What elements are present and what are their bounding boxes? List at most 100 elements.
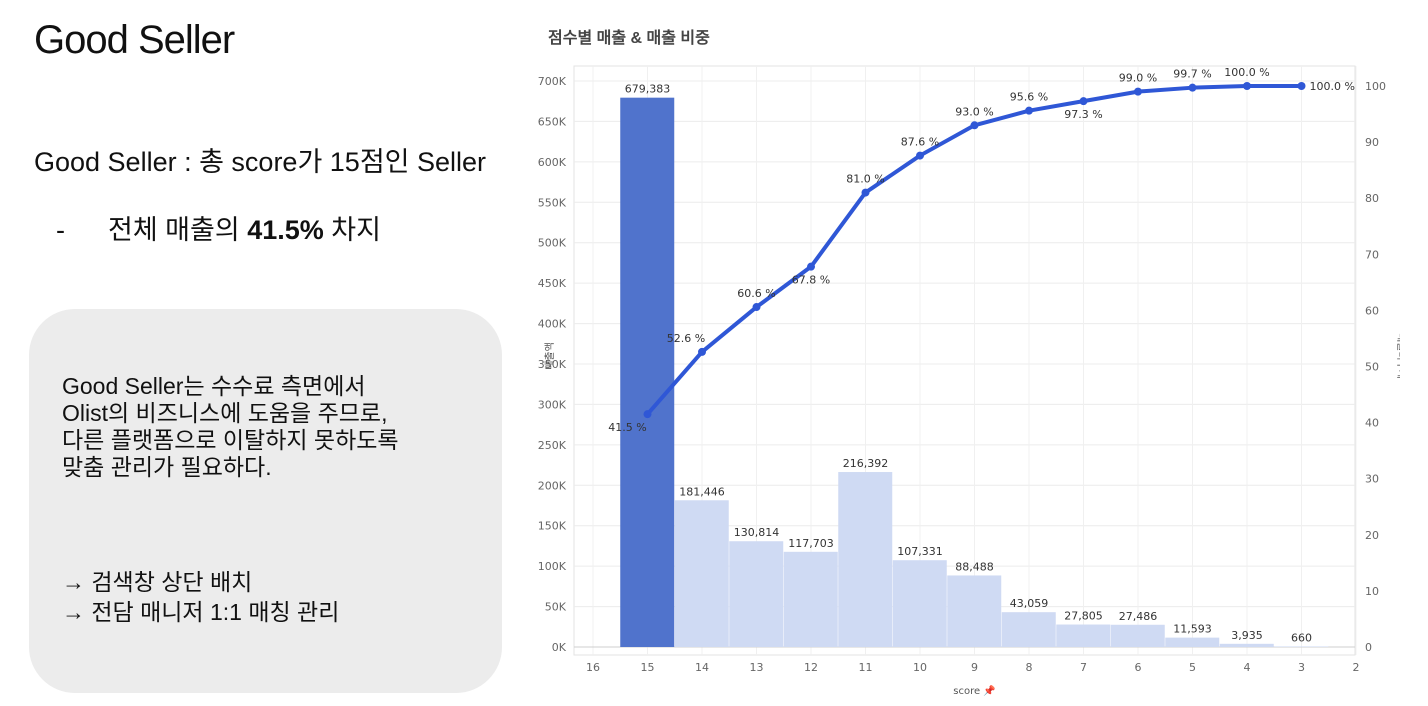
y-tick-label: 0K <box>552 641 567 654</box>
bar <box>838 472 893 647</box>
line-point <box>1079 97 1088 106</box>
line-point <box>916 151 924 160</box>
line-value-label: 99.7 % <box>1173 68 1211 81</box>
action-item: → 전담 매니저 1:1 매칭 관리 <box>62 599 340 625</box>
bar <box>729 541 784 647</box>
bar <box>674 500 729 647</box>
bar <box>1219 643 1274 647</box>
bar-value-label: 679,383 <box>625 83 671 96</box>
x-tick-label: 14 <box>695 661 709 674</box>
line-value-label: 100.0 % <box>1224 66 1269 79</box>
x-tick-label: 16 <box>586 661 600 674</box>
note-text: Good Seller는 수수료 측면에서 Olist의 비즈니스에 도움을 주… <box>62 373 399 481</box>
note-line: Olist의 비즈니스에 도움을 주므로, <box>62 400 388 426</box>
x-tick-label: 6 <box>1135 661 1142 674</box>
line-value-label: 41.5 % <box>608 421 646 434</box>
x-tick-label: 5 <box>1189 661 1196 674</box>
y2-tick-label: 100 <box>1365 80 1386 93</box>
x-tick-label: 8 <box>1026 661 1033 674</box>
bar-value-label: 130,814 <box>734 526 780 539</box>
y-tick-label: 650K <box>538 115 567 128</box>
note-line: 다른 플랫폼으로 이탈하지 못하도록 <box>62 427 399 453</box>
y2-tick-label: 60 <box>1365 304 1379 317</box>
y2-tick-label: 20 <box>1365 529 1379 542</box>
bullet-prefix: 전체 매출의 <box>108 215 248 245</box>
chart-title: 점수별 매출 & 매출 비중 <box>548 30 710 47</box>
y-tick-label: 700K <box>538 75 567 88</box>
bar <box>1056 624 1111 647</box>
bar-value-label: 27,486 <box>1119 610 1158 623</box>
x-tick-label: 10 <box>913 661 927 674</box>
x-tick-label: 4 <box>1244 661 1251 674</box>
bar <box>620 97 675 648</box>
action-item: → 검색창 상단 배치 <box>62 569 253 595</box>
bar-value-label: 3,935 <box>1231 629 1263 642</box>
page-title: Good Seller <box>34 18 235 62</box>
y-tick-label: 550K <box>538 196 567 209</box>
bar <box>1001 612 1056 647</box>
bar <box>1110 624 1165 647</box>
line-value-label: 97.3 % <box>1064 108 1102 121</box>
y-tick-label: 500K <box>538 237 567 250</box>
y2-tick-label: 50 <box>1365 361 1379 374</box>
line-value-label: 95.6 % <box>1010 91 1048 104</box>
line-point <box>698 347 706 356</box>
note-line: 맞춤 관리가 필요하다. <box>62 454 272 480</box>
line-point <box>1188 83 1197 92</box>
action-list: → 검색창 상단 배치 → 전담 매니저 1:1 매칭 관리 <box>62 567 339 627</box>
bar-value-label: 43,059 <box>1010 597 1049 610</box>
line-value-label: 87.6 % <box>901 136 939 149</box>
line-point <box>1134 87 1142 96</box>
good-seller-definition: Good Seller : 총 score가 15점인 Seller <box>34 147 487 177</box>
x-tick-label: 13 <box>750 661 764 674</box>
y2-axis-title: 매출비누계 <box>1395 333 1400 379</box>
line-value-label: 100.0 % <box>1310 80 1355 93</box>
bar-value-label: 117,703 <box>788 537 834 550</box>
line-point <box>970 121 979 130</box>
bullet-suffix: 차지 <box>323 215 381 245</box>
y-tick-label: 100K <box>538 560 567 573</box>
line-value-label: 93.0 % <box>955 105 993 118</box>
line-point <box>643 410 652 419</box>
y2-tick-label: 30 <box>1365 473 1379 486</box>
line-point <box>1025 106 1033 115</box>
y-tick-label: 450K <box>538 277 567 290</box>
y-tick-label: 350K <box>538 358 567 371</box>
y-tick-label: 300K <box>538 398 567 411</box>
x-tick-label: 3 <box>1298 661 1305 674</box>
bar-value-label: 11,593 <box>1173 623 1212 636</box>
bar <box>783 551 838 647</box>
line-point <box>861 188 870 197</box>
x-tick-label: 12 <box>804 661 818 674</box>
y2-tick-label: 70 <box>1365 248 1379 261</box>
bar <box>1165 637 1220 647</box>
x-tick-label: 7 <box>1080 661 1087 674</box>
y-tick-label: 200K <box>538 479 567 492</box>
bullet-highlight: 41.5% <box>247 215 324 245</box>
line-point <box>1243 82 1251 90</box>
y-tick-label: 150K <box>538 520 567 533</box>
bar-value-label: 216,392 <box>843 457 889 470</box>
y2-tick-label: 0 <box>1365 641 1372 654</box>
bar <box>892 560 947 647</box>
bar <box>947 575 1002 647</box>
x-tick-label: 11 <box>859 661 873 674</box>
bullet-dash: - <box>56 215 65 245</box>
y-axis-title: 매출액 <box>544 342 556 370</box>
line-point <box>807 262 815 271</box>
bar-value-label: 181,446 <box>679 485 725 498</box>
line-point <box>752 303 761 312</box>
y2-tick-label: 40 <box>1365 417 1379 430</box>
line-value-label: 67.8 % <box>792 274 830 287</box>
y-tick-label: 50K <box>545 601 567 614</box>
sales-pareto-chart: 0K50K100K150K200K250K300K350K400K450K500… <box>538 65 1400 697</box>
x-tick-label: 2 <box>1353 661 1360 674</box>
bar-value-label: 660 <box>1291 631 1312 644</box>
bar <box>1274 646 1329 647</box>
line-value-label: 60.6 % <box>737 287 775 300</box>
bar-value-label: 107,331 <box>897 545 943 558</box>
y2-tick-label: 90 <box>1365 136 1379 149</box>
x-axis-title: score 📌 <box>953 684 996 697</box>
line-point <box>1297 82 1306 90</box>
note-box: Good Seller는 수수료 측면에서 Olist의 비즈니스에 도움을 주… <box>29 309 502 693</box>
